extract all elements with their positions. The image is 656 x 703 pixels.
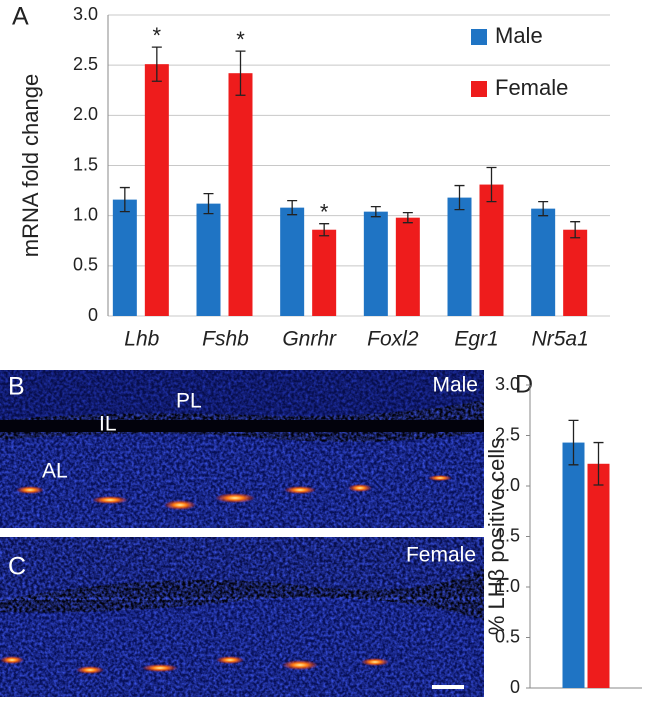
bar	[196, 203, 221, 316]
error-bar	[486, 166, 497, 203]
error-bar	[402, 212, 413, 224]
bar	[112, 199, 137, 316]
panel-label: B	[8, 373, 25, 401]
x-tick-label: Egr1	[454, 328, 498, 351]
bar	[228, 73, 253, 317]
y-tick-label: 2.5	[73, 54, 98, 74]
panel-label: D	[515, 371, 533, 399]
error-bar	[538, 200, 549, 217]
bar	[479, 184, 504, 316]
significance-label: *	[153, 23, 162, 48]
x-tick-label: Foxl2	[367, 328, 419, 351]
y-tick-label: 1.0	[73, 204, 98, 224]
significance-label: *	[320, 200, 329, 225]
micrograph-b	[0, 370, 484, 528]
error-bar	[570, 221, 581, 239]
panel-label: C	[8, 553, 26, 581]
y-axis-label: mRNA fold change	[18, 74, 43, 257]
error-bar	[454, 184, 465, 211]
bar	[280, 207, 305, 316]
error-bar	[593, 441, 604, 486]
micrograph-c	[0, 537, 484, 697]
micrograph-label: Female	[406, 544, 476, 567]
y-tick-label: 2.5	[495, 424, 520, 444]
error-bar	[119, 186, 130, 213]
y-tick-label: 0	[88, 305, 98, 325]
y-axis-label: % LHβ positive cells	[484, 438, 509, 635]
y-tick-label: 2.0	[73, 104, 98, 124]
error-bar	[568, 419, 579, 466]
micrograph-label: AL	[42, 460, 68, 483]
bar	[563, 229, 588, 316]
error-bar	[287, 199, 298, 216]
y-tick-label: 1.0	[495, 576, 520, 596]
bar	[587, 463, 610, 688]
legend-swatch	[471, 81, 487, 97]
error-bar	[235, 50, 246, 96]
x-tick-label: Fshb	[202, 328, 249, 351]
bar	[447, 197, 472, 316]
significance-label: *	[236, 27, 245, 52]
legend-label: Female	[495, 75, 568, 100]
x-tick-label: Nr5a1	[532, 328, 589, 351]
y-tick-label: 0.5	[73, 255, 98, 275]
y-tick-label: 3.0	[495, 374, 520, 394]
y-tick-label: 0.5	[495, 626, 520, 646]
x-tick-label: Lhb	[124, 328, 159, 351]
micrograph-label: PL	[176, 390, 202, 413]
error-bar	[151, 46, 162, 82]
bar	[531, 208, 556, 316]
legend-swatch	[471, 29, 487, 45]
y-tick-label: 1.5	[495, 525, 520, 545]
x-tick-label: Gnrhr	[282, 328, 337, 351]
y-tick-label: 3.0	[73, 4, 98, 24]
bar	[395, 217, 420, 316]
bar	[562, 442, 585, 688]
error-bar	[370, 205, 381, 218]
bar	[363, 211, 388, 316]
micrograph-label: IL	[99, 413, 117, 436]
y-tick-label: 0	[510, 677, 520, 697]
micrograph-label: Male	[432, 374, 478, 397]
bar	[144, 64, 169, 316]
error-bar	[319, 223, 330, 237]
panel-label: A	[12, 3, 29, 31]
error-bar	[203, 192, 214, 215]
bar	[312, 229, 337, 316]
y-tick-label: 1.5	[73, 154, 98, 174]
y-tick-label: 2.0	[495, 475, 520, 495]
legend-label: Male	[495, 23, 543, 48]
